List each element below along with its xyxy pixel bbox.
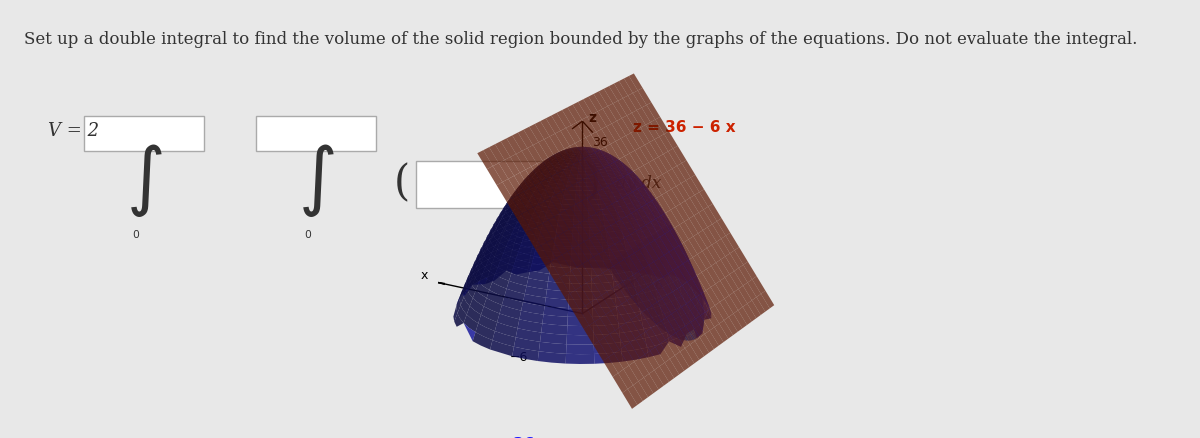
- Text: Set up a double integral to find the volume of the solid region bounded by the g: Set up a double integral to find the vol…: [24, 31, 1138, 48]
- Text: $\int$: $\int$: [126, 141, 162, 219]
- Text: ): ): [584, 162, 601, 204]
- Text: V = 2: V = 2: [48, 122, 100, 141]
- Text: z = 36 − 6 x: z = 36 − 6 x: [632, 120, 736, 135]
- FancyBboxPatch shape: [256, 116, 376, 151]
- Text: dy dx: dy dx: [617, 175, 661, 192]
- Text: $_0$: $_0$: [304, 227, 312, 241]
- FancyBboxPatch shape: [415, 161, 583, 208]
- Text: (: (: [394, 162, 410, 204]
- FancyBboxPatch shape: [84, 116, 204, 151]
- Text: $_0$: $_0$: [132, 227, 140, 241]
- Text: $\int$: $\int$: [298, 141, 334, 219]
